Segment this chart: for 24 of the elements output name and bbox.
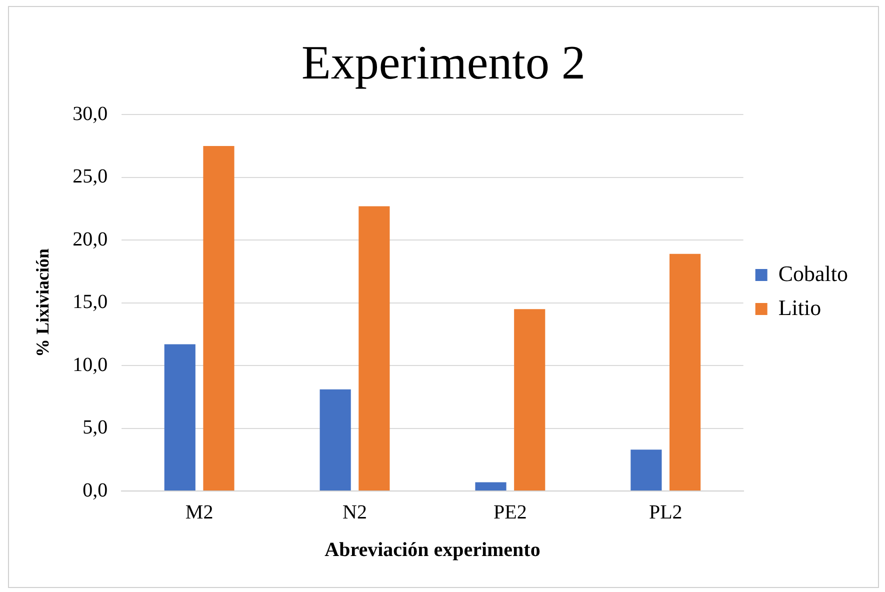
- y-tick-label: 25,0: [72, 166, 108, 188]
- legend-label: Litio: [778, 294, 822, 320]
- y-tick-label: 15,0: [72, 291, 108, 314]
- x-tick-label: M2: [185, 501, 214, 524]
- y-tick-label: 30,0: [72, 102, 108, 125]
- x-tick-label: N2: [342, 501, 367, 524]
- x-tick-label: PE2: [494, 501, 527, 524]
- bar: [164, 344, 196, 490]
- x-tick-label: PL2: [648, 501, 682, 524]
- y-tick-label: 5,0: [82, 416, 108, 439]
- bar: [670, 254, 701, 490]
- bar: [320, 389, 351, 490]
- y-tick-label: 10,0: [72, 354, 108, 376]
- chart-title: Experimento 2: [302, 36, 586, 90]
- legend-label: Cobalto: [778, 260, 848, 286]
- x-axis-title: Abreviación experimento: [324, 539, 540, 562]
- y-tick-label: 20,0: [72, 228, 108, 250]
- y-axis-title: % Lixiviación: [32, 248, 52, 358]
- bar: [630, 450, 662, 490]
- bar: [358, 206, 390, 490]
- bar: [475, 482, 506, 490]
- bar: [514, 309, 546, 490]
- y-tick-label: 0,0: [82, 479, 108, 502]
- bar: [203, 146, 234, 490]
